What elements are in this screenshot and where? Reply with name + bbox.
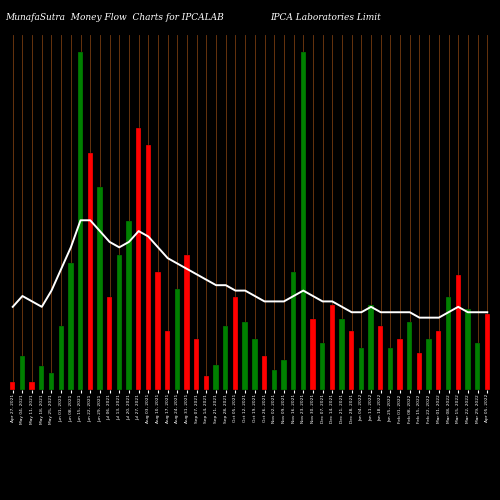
Bar	[58, 326, 64, 390]
Bar	[475, 342, 480, 390]
Bar	[184, 255, 190, 390]
Bar	[378, 326, 384, 390]
Bar	[349, 331, 354, 390]
Bar	[78, 52, 83, 390]
Bar	[242, 322, 248, 390]
Bar	[272, 370, 277, 390]
Bar	[340, 319, 344, 390]
Bar	[107, 297, 112, 390]
Bar	[456, 275, 461, 390]
Bar	[388, 348, 393, 390]
Bar	[116, 255, 122, 390]
Bar	[368, 306, 374, 390]
Bar	[214, 364, 219, 390]
Bar	[398, 340, 403, 390]
Text: IPCA Laboratories Limit: IPCA Laboratories Limit	[270, 12, 381, 22]
Bar	[10, 382, 16, 390]
Bar	[68, 263, 73, 390]
Bar	[262, 356, 267, 390]
Bar	[252, 340, 258, 390]
Bar	[281, 360, 286, 390]
Bar	[310, 319, 316, 390]
Bar	[358, 348, 364, 390]
Bar	[136, 128, 141, 390]
Bar	[484, 314, 490, 390]
Bar	[233, 297, 238, 390]
Bar	[204, 376, 209, 390]
Bar	[126, 221, 132, 390]
Bar	[88, 154, 93, 390]
Bar	[407, 322, 412, 390]
Bar	[20, 356, 25, 390]
Bar	[97, 187, 102, 390]
Bar	[194, 340, 200, 390]
Bar	[30, 382, 35, 390]
Bar	[320, 342, 326, 390]
Bar	[39, 366, 44, 390]
Bar	[446, 297, 451, 390]
Bar	[417, 353, 422, 390]
Bar	[330, 306, 335, 390]
Bar	[291, 272, 296, 390]
Bar	[165, 331, 170, 390]
Bar	[174, 288, 180, 390]
Text: MunafaSutra  Money Flow  Charts for IPCALAB: MunafaSutra Money Flow Charts for IPCALA…	[5, 12, 224, 22]
Bar	[300, 52, 306, 390]
Bar	[49, 373, 54, 390]
Bar	[426, 340, 432, 390]
Bar	[223, 326, 228, 390]
Bar	[465, 309, 470, 390]
Bar	[436, 331, 442, 390]
Bar	[146, 145, 151, 390]
Bar	[156, 272, 160, 390]
